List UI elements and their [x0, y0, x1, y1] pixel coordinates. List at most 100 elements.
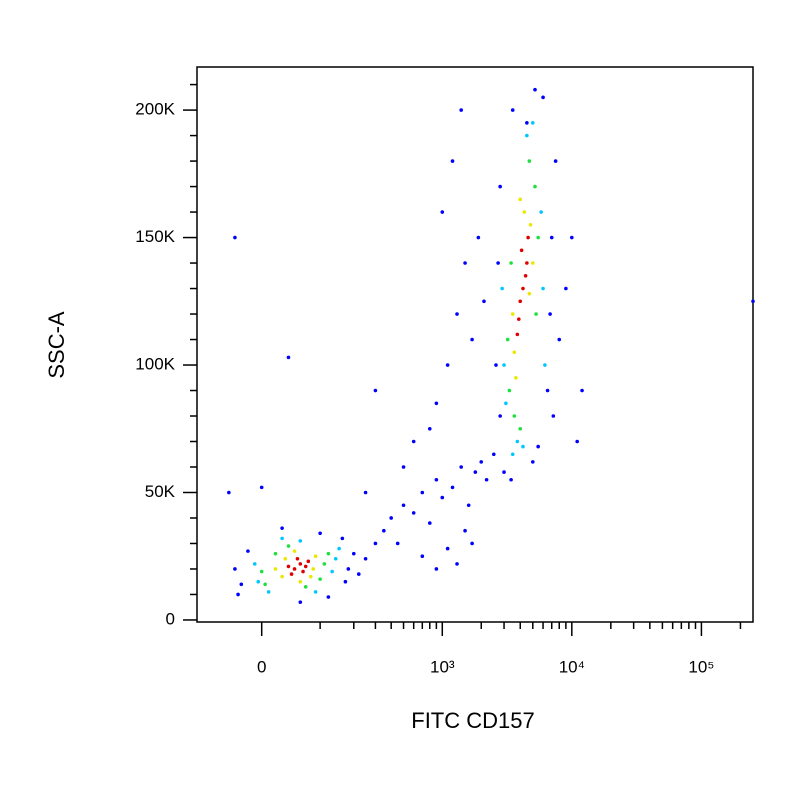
data-point	[256, 579, 261, 584]
data-point	[246, 549, 250, 553]
data-point	[553, 159, 558, 163]
data-point	[434, 477, 439, 482]
data-point	[326, 595, 331, 599]
data-point	[401, 503, 406, 508]
data-point	[530, 121, 535, 125]
x-tick-label: 10³	[430, 657, 455, 676]
data-point	[515, 332, 520, 337]
data-point	[496, 261, 500, 265]
data-point	[521, 444, 525, 449]
data-point	[500, 286, 504, 291]
data-point	[427, 521, 432, 525]
data-point	[363, 556, 368, 561]
data-point	[295, 556, 300, 561]
data-point	[517, 317, 521, 321]
data-point	[539, 210, 543, 214]
data-point	[313, 554, 318, 559]
data-point	[286, 564, 291, 569]
data-point	[280, 536, 284, 541]
x-axis-title: FITC CD157	[411, 708, 534, 733]
y-tick-label: 0	[166, 609, 175, 628]
data-point	[427, 426, 432, 431]
data-point	[273, 567, 278, 571]
data-point	[395, 541, 400, 546]
data-point	[533, 87, 537, 92]
data-point	[510, 312, 515, 316]
data-point	[309, 574, 313, 579]
data-point	[509, 477, 513, 482]
data-point	[463, 528, 467, 533]
data-point	[233, 567, 237, 571]
data-point	[512, 414, 517, 418]
data-point	[318, 531, 322, 536]
data-point	[502, 363, 506, 367]
data-point	[292, 549, 297, 553]
data-point	[498, 414, 502, 418]
data-point	[551, 414, 556, 418]
data-point	[545, 388, 550, 393]
data-point	[337, 546, 341, 551]
data-point	[440, 210, 445, 214]
data-point	[473, 470, 478, 474]
data-point	[541, 95, 545, 100]
data-point	[533, 184, 537, 189]
y-axis-title: SSC-A	[44, 311, 69, 379]
data-point	[498, 184, 502, 189]
data-point	[356, 572, 361, 576]
data-point	[543, 363, 547, 367]
data-point	[289, 572, 294, 576]
data-point	[382, 528, 386, 533]
data-point	[333, 556, 338, 561]
data-point	[343, 579, 348, 584]
data-point	[521, 286, 525, 291]
data-point	[445, 546, 450, 551]
data-point	[420, 490, 425, 495]
data-point	[557, 337, 562, 342]
data-point	[445, 363, 450, 367]
data-point	[527, 159, 532, 163]
data-point	[530, 261, 535, 265]
data-point	[518, 299, 523, 304]
data-point	[523, 273, 528, 278]
data-point	[420, 554, 425, 559]
data-point	[318, 577, 322, 581]
data-point	[527, 291, 532, 296]
data-point	[459, 465, 463, 469]
data-point	[239, 582, 244, 587]
data-point	[518, 197, 523, 202]
y-tick-label: 150K	[135, 227, 175, 246]
data-point	[273, 551, 278, 556]
data-point	[515, 439, 520, 444]
data-point	[280, 526, 284, 530]
data-point	[455, 562, 459, 566]
data-point	[541, 286, 545, 291]
data-point	[522, 210, 527, 214]
data-point	[519, 248, 524, 253]
data-point	[570, 235, 574, 240]
data-point	[280, 574, 284, 579]
data-point	[313, 590, 318, 594]
data-point	[266, 590, 271, 594]
data-point	[434, 567, 439, 571]
data-point	[491, 452, 496, 457]
data-point	[536, 444, 540, 449]
data-point	[534, 312, 538, 316]
plot-frame	[196, 66, 754, 623]
data-point	[510, 452, 515, 457]
data-point	[298, 562, 303, 566]
data-point	[440, 495, 445, 500]
data-point	[298, 600, 303, 604]
data-point	[450, 159, 455, 163]
data-point	[530, 460, 535, 464]
data-point	[518, 426, 523, 431]
data-point	[373, 541, 378, 546]
data-point	[340, 536, 345, 541]
data-point	[303, 564, 308, 569]
data-point	[507, 388, 512, 393]
data-point	[252, 562, 257, 566]
data-point	[389, 516, 393, 520]
data-point	[301, 569, 305, 574]
y-tick-label: 200K	[135, 100, 175, 119]
data-point	[450, 485, 455, 490]
